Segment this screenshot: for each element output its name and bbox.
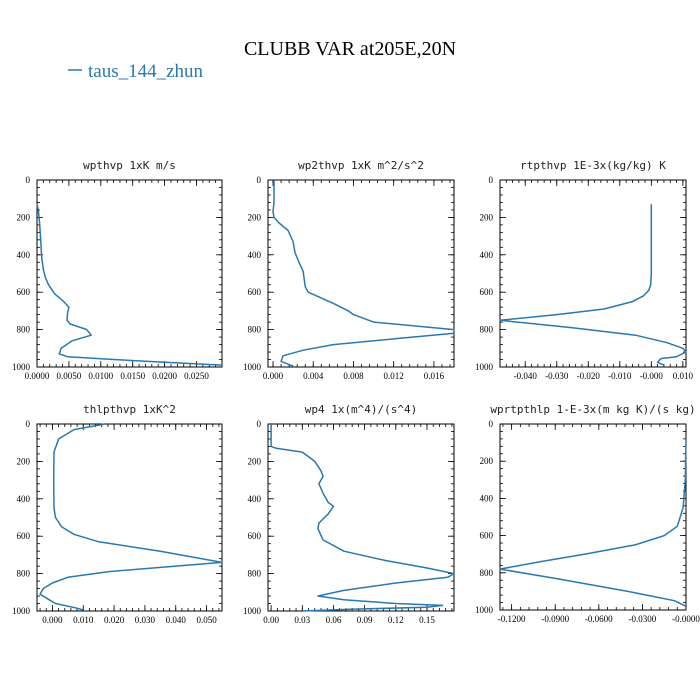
panel-5: wp4 1x(m^4)/(s^4) 0.00 0.03 0.06 0.09 0.12 0.1… — [243, 403, 455, 625]
plot-frame — [36, 423, 223, 612]
y-tick-label: 200 — [248, 212, 262, 222]
x-tick-label: -0.0900 — [541, 614, 569, 624]
y-tick-label: 1000 — [475, 605, 494, 615]
series-line — [499, 438, 687, 607]
x-tick-label: 0.012 — [384, 371, 404, 381]
y-tick-label: 400 — [248, 250, 262, 260]
x-tick-label: 0.03 — [294, 615, 310, 625]
plot-frame — [36, 179, 223, 368]
y-tick-label: 400 — [248, 494, 262, 504]
y-tick-label: 600 — [17, 287, 31, 297]
y-tick-label: 1000 — [243, 606, 262, 616]
panel-title: wp2thvp 1xK m^2/s^2 — [298, 159, 424, 172]
panel-title: wp4 1x(m^4)/(s^4) — [305, 403, 418, 416]
y-tick-label: 800 — [248, 325, 262, 335]
y-tick-label: 600 — [248, 287, 262, 297]
x-tick-label: 0.010 — [673, 371, 694, 381]
x-tick-label: 0.06 — [326, 615, 342, 625]
y-tick-label: 0 — [26, 175, 31, 185]
plot-frame — [267, 179, 455, 368]
y-tick-label: 400 — [480, 493, 494, 503]
y-tick-label: 800 — [17, 569, 31, 579]
x-tick-label: -0.0000 — [672, 614, 700, 624]
y-tick-label: 400 — [17, 250, 31, 260]
panel-title: wprtpthlp 1-E-3x(m kg K)/(s kg) — [490, 403, 695, 416]
legend-label: taus_144_zhun — [88, 61, 204, 82]
x-tick-label: 0.0100 — [88, 371, 113, 381]
y-tick-label: 800 — [480, 325, 494, 335]
x-tick-label: 0.0200 — [152, 371, 177, 381]
y-tick-label: 1000 — [475, 362, 494, 372]
panel-title: rtpthvp 1E-3x(kg/kg) K — [520, 159, 666, 172]
y-tick-label: 200 — [480, 212, 494, 222]
x-tick-label: -0.040 — [514, 371, 538, 381]
y-tick-label: 0 — [489, 175, 494, 185]
series-line — [270, 424, 455, 612]
x-tick-label: 0.030 — [135, 615, 156, 625]
series-line — [272, 180, 455, 367]
y-tick-label: 600 — [17, 531, 31, 541]
y-tick-label: 800 — [17, 325, 31, 335]
panel-title: thlpthvp 1xK^2 — [83, 403, 176, 416]
y-tick-label: 400 — [480, 250, 494, 260]
x-tick-label: 0.008 — [343, 371, 364, 381]
y-tick-label: 400 — [17, 494, 31, 504]
panel-title: wpthvp 1xK m/s — [83, 159, 176, 172]
y-tick-label: 800 — [248, 569, 262, 579]
plot-frame — [499, 179, 687, 368]
x-tick-label: -0.0600 — [585, 614, 613, 624]
x-tick-label: 0.0000 — [25, 371, 50, 381]
y-tick-label: 0 — [257, 419, 262, 429]
x-tick-label: 0.0150 — [120, 371, 145, 381]
x-tick-label: 0.15 — [419, 615, 435, 625]
x-tick-label: 0.00 — [263, 615, 279, 625]
y-tick-label: 600 — [480, 287, 494, 297]
x-tick-label: 0.016 — [424, 371, 445, 381]
y-tick-label: 600 — [248, 531, 262, 541]
y-tick-label: 600 — [480, 531, 494, 541]
series-line — [499, 204, 687, 366]
y-tick-label: 200 — [17, 212, 31, 222]
x-tick-label: 0.010 — [73, 615, 94, 625]
x-tick-label: -0.010 — [608, 371, 632, 381]
plot-frame — [267, 423, 455, 612]
y-tick-label: 0 — [489, 419, 494, 429]
figure-title: CLUBB VAR at205E,20N — [244, 38, 456, 60]
plot-frame — [499, 423, 687, 611]
panel-4: thlpthvp 1xK^2 0.000 0.010 0.020 0.030 0.040 0… — [12, 403, 223, 625]
x-tick-label: 0.050 — [196, 615, 217, 625]
legend: taus_144_zhun — [68, 61, 204, 82]
series-line — [36, 204, 223, 366]
panel-3: rtpthvp 1E-3x(kg/kg) K -0.040 -0.030 -0.020… — [475, 159, 693, 381]
panel-1: wpthvp 1xK m/s 0.0000 0.0050 0.0100 0.0150 0.… — [12, 159, 223, 381]
y-tick-label: 0 — [26, 419, 31, 429]
panel-2: wp2thvp 1xK m^2/s^2 0.000 0.004 0.008 0.012 0… — [243, 159, 455, 381]
x-tick-label: -0.020 — [577, 371, 601, 381]
x-tick-label: 0.020 — [104, 615, 125, 625]
y-tick-label: 1000 — [12, 362, 31, 372]
x-tick-label: -0.030 — [545, 371, 569, 381]
x-tick-label: 0.000 — [263, 371, 284, 381]
x-tick-label: 0.004 — [303, 371, 324, 381]
x-tick-label: -0.1200 — [498, 614, 526, 624]
y-tick-label: 800 — [480, 568, 494, 578]
x-tick-label: 0.0050 — [57, 371, 82, 381]
x-tick-label: 0.12 — [388, 615, 404, 625]
y-tick-label: 200 — [17, 456, 31, 466]
x-tick-label: 0.040 — [166, 615, 187, 625]
x-tick-label: 0.0250 — [184, 371, 209, 381]
y-tick-label: 1000 — [12, 606, 31, 616]
y-tick-label: 1000 — [243, 362, 262, 372]
x-tick-label: -0.0300 — [629, 614, 657, 624]
series-line — [39, 423, 223, 611]
y-tick-label: 0 — [257, 175, 262, 185]
x-tick-label: -0.000 — [640, 371, 664, 381]
y-tick-label: 200 — [480, 456, 494, 466]
x-tick-label: 0.000 — [42, 615, 63, 625]
x-tick-label: 0.09 — [357, 615, 373, 625]
y-tick-label: 200 — [248, 456, 262, 466]
panel-6: wprtpthlp 1-E-3x(m kg K)/(s kg) -0.1200 -0… — [475, 403, 700, 624]
panels: wpthvp 1xK m/s0.0000 0.0050 0.0100 0.0150 0.… — [12, 159, 700, 625]
